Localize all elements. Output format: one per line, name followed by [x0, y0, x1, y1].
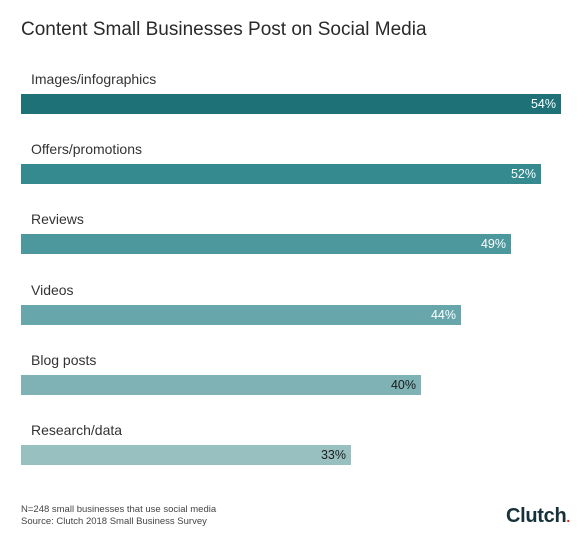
category-label: Offers/promotions	[31, 141, 143, 158]
clutch-logo: Clutch.	[506, 505, 570, 528]
bar-value-label: 54%	[530, 97, 556, 111]
logo-dot: .	[566, 509, 570, 525]
bar: 33%	[21, 445, 351, 465]
bar-value-label: 33%	[320, 448, 346, 462]
bar-value-label: 49%	[480, 237, 506, 252]
chart-title: Content Small Businesses Post on Social …	[21, 19, 427, 40]
bar-value-label: 52%	[510, 167, 536, 182]
bar-value-label: 44%	[430, 307, 456, 322]
sample-footnote: N=248 small businesses that use social m…	[21, 504, 217, 515]
bar: 54%	[21, 94, 561, 114]
category-label: Videos	[31, 281, 74, 298]
category-label: Reviews	[31, 211, 84, 228]
category-label: Research/data	[31, 422, 123, 438]
bar: 44%	[21, 304, 461, 325]
bar: 49%	[21, 234, 511, 255]
logo-text: Clutch	[505, 505, 567, 527]
bar: 40%	[21, 374, 421, 395]
bar: 52%	[21, 164, 541, 185]
bar-value-label: 40%	[390, 377, 416, 392]
source-footnote: Source: Clutch 2018 Small Business Surve…	[21, 516, 207, 527]
category-label: Images/infographics	[31, 71, 157, 87]
category-label: Blog posts	[31, 351, 97, 368]
